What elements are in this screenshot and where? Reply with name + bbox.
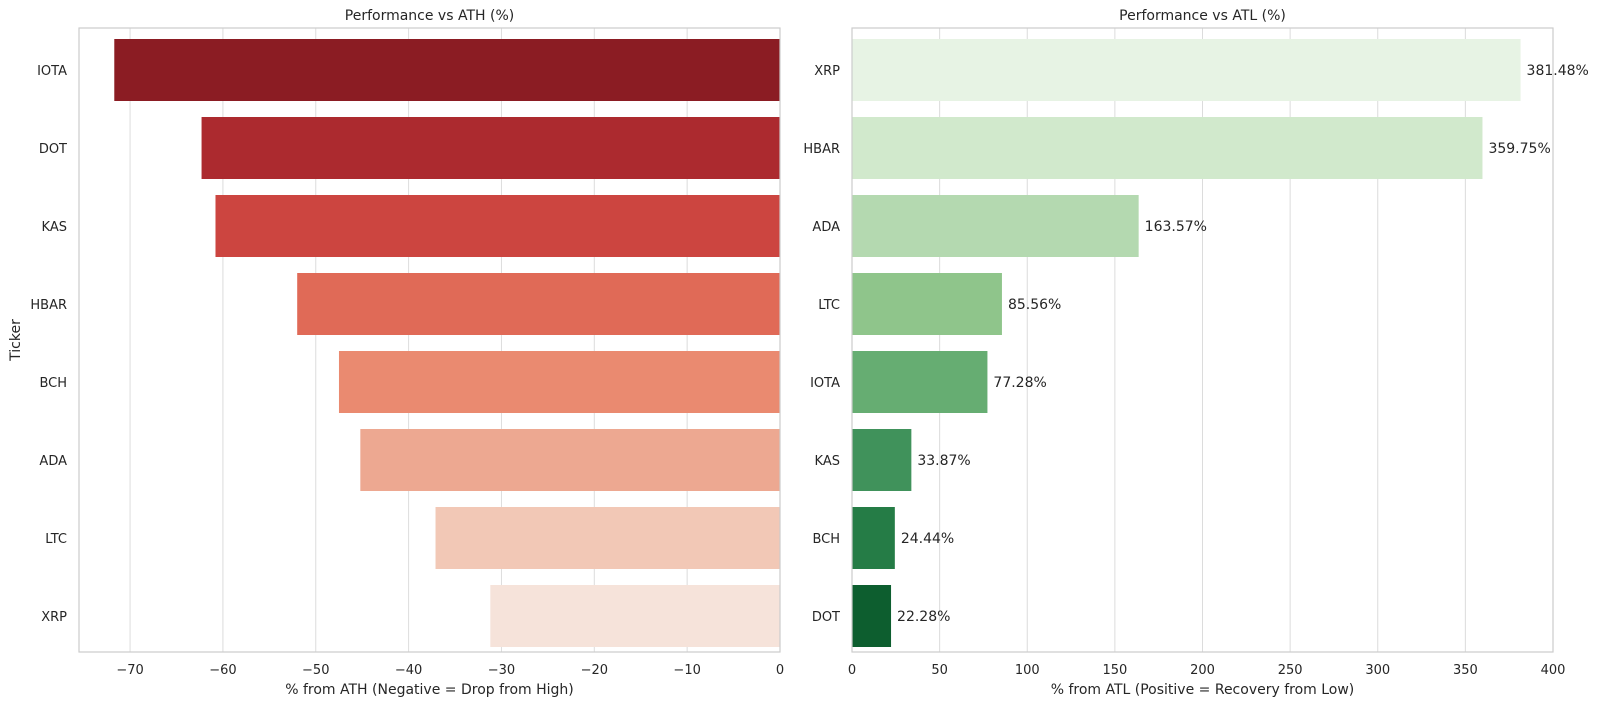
bar-iota — [852, 351, 988, 413]
category-label: IOTA — [810, 376, 840, 391]
bar-iota — [114, 39, 781, 101]
data-label: 85.56% — [1008, 297, 1061, 313]
category-label: LTC — [818, 298, 840, 313]
data-label: 77.28% — [993, 375, 1046, 391]
subplot-1: IOTA DOT KAS HBAR BCH ADA LTC XRP −70 −60 −50 −40 −3… — [8, 8, 784, 698]
x-tick-label: 150 — [1102, 663, 1127, 678]
data-label: 33.87% — [917, 453, 970, 469]
x-tick-label: 400 — [1541, 663, 1566, 678]
bar-ada — [360, 429, 780, 491]
x-tick-label: 100 — [1015, 663, 1040, 678]
plot-frame — [78, 27, 781, 653]
bar-xrp — [490, 585, 780, 647]
x-tick-label: 50 — [931, 663, 948, 678]
chart-title: Performance vs ATL (%) — [1119, 8, 1286, 24]
category-label: BCH — [812, 532, 840, 547]
x-tick-label: 250 — [1278, 663, 1303, 678]
x-tick-label: 300 — [1365, 663, 1390, 678]
category-label: ADA — [39, 454, 67, 469]
chart-title: Performance vs ATH (%) — [345, 8, 514, 24]
data-label: 22.28% — [897, 609, 950, 625]
category-label: LTC — [45, 532, 67, 547]
category-label: HBAR — [803, 142, 840, 157]
bar-dot — [852, 585, 892, 647]
category-label: IOTA — [37, 64, 67, 79]
category-label: ADA — [812, 220, 840, 235]
bar-hbar — [852, 117, 1483, 179]
x-tick-label: −30 — [488, 663, 515, 678]
category-label: HBAR — [30, 298, 67, 313]
x-tick-label: −60 — [209, 663, 236, 678]
data-label: 381.48% — [1527, 63, 1589, 79]
bar-ada — [852, 195, 1139, 257]
x-tick-label: 0 — [776, 663, 784, 678]
y-axis-label: Ticker — [8, 319, 24, 362]
x-tick-label: 350 — [1453, 663, 1478, 678]
bar-bch — [338, 351, 780, 413]
x-tick-label: 0 — [848, 663, 856, 678]
bar-kas — [852, 429, 912, 491]
bar-ltc — [435, 507, 780, 569]
x-axis-label: % from ATH (Negative = Drop from High) — [285, 682, 574, 698]
bar-kas — [215, 195, 781, 257]
category-label: BCH — [39, 376, 67, 391]
category-label: DOT — [812, 610, 840, 625]
category-label: KAS — [42, 220, 67, 235]
x-tick-label: −40 — [395, 663, 422, 678]
category-label: KAS — [815, 454, 840, 469]
bar-bch — [852, 507, 895, 569]
subplot-2: XRP 381.48% HBAR 359.75% ADA 163.57% LTC 85.56%… — [803, 8, 1588, 698]
x-tick-label: 200 — [1190, 663, 1215, 678]
category-label: XRP — [41, 610, 67, 625]
plot-frame — [851, 27, 1554, 653]
bar-xrp — [852, 39, 1521, 101]
x-axis-label: % from ATL (Positive = Recovery from Low… — [1051, 682, 1355, 698]
category-label: DOT — [39, 142, 67, 157]
x-tick-label: −70 — [116, 663, 143, 678]
x-tick-label: −10 — [673, 663, 700, 678]
data-label: 163.57% — [1145, 219, 1207, 235]
x-tick-label: −50 — [302, 663, 329, 678]
bar-dot — [201, 117, 780, 179]
x-tick-label: −20 — [581, 663, 608, 678]
category-label: XRP — [814, 64, 840, 79]
bar-ltc — [852, 273, 1002, 335]
data-label: 24.44% — [901, 531, 954, 547]
bar-hbar — [297, 273, 780, 335]
data-label: 359.75% — [1488, 141, 1550, 157]
